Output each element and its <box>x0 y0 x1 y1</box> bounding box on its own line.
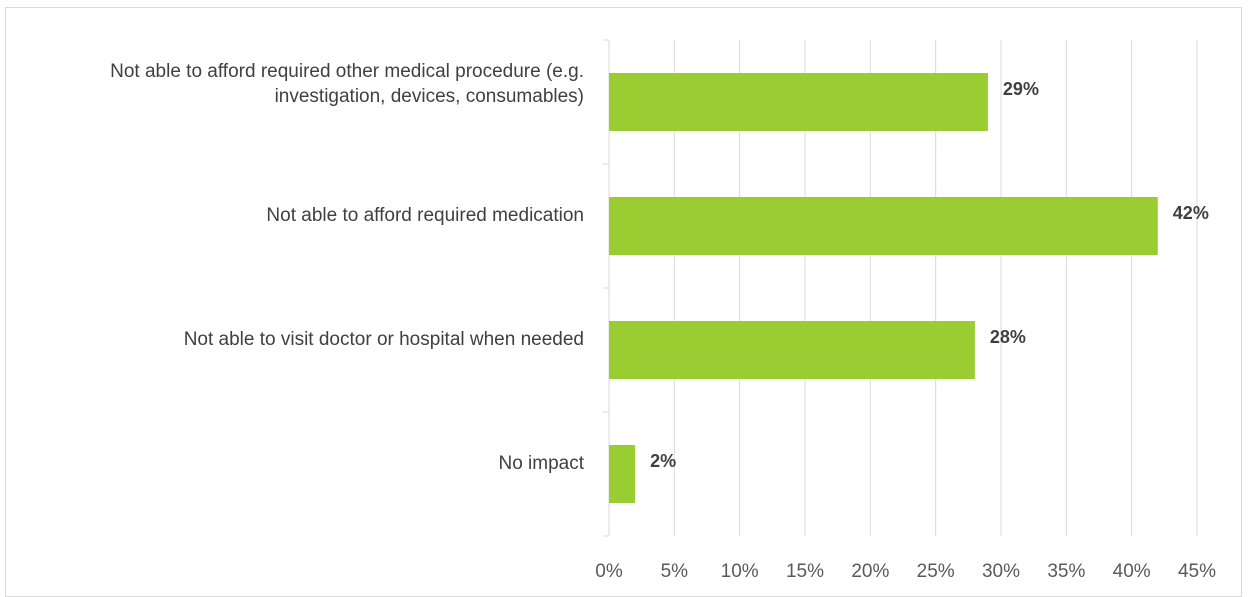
data-label: 2% <box>650 451 676 471</box>
x-tick-label: 30% <box>982 561 1020 582</box>
x-tick-label: 45% <box>1178 561 1216 582</box>
data-label: 42% <box>1173 203 1209 223</box>
bar <box>609 321 975 379</box>
category-label: Not able to afford required other medica… <box>110 61 584 82</box>
x-tick-label: 5% <box>661 561 689 582</box>
category-label: investigation, devices, consumables) <box>275 86 584 107</box>
x-tick-label: 0% <box>595 561 623 582</box>
category-label: No impact <box>498 453 584 474</box>
x-tick-label: 25% <box>917 561 955 582</box>
category-label: Not able to afford required medication <box>266 205 584 226</box>
bar <box>609 73 988 131</box>
x-tick-label: 40% <box>1113 561 1151 582</box>
x-tick-label: 20% <box>851 561 889 582</box>
data-label: 29% <box>1003 79 1039 99</box>
bar <box>609 445 636 503</box>
x-tick-label: 15% <box>786 561 824 582</box>
data-label: 28% <box>990 327 1026 347</box>
x-tick-label: 10% <box>721 561 759 582</box>
x-tick-label: 35% <box>1047 561 1085 582</box>
bar <box>609 197 1158 255</box>
category-label: Not able to visit doctor or hospital whe… <box>184 329 584 350</box>
